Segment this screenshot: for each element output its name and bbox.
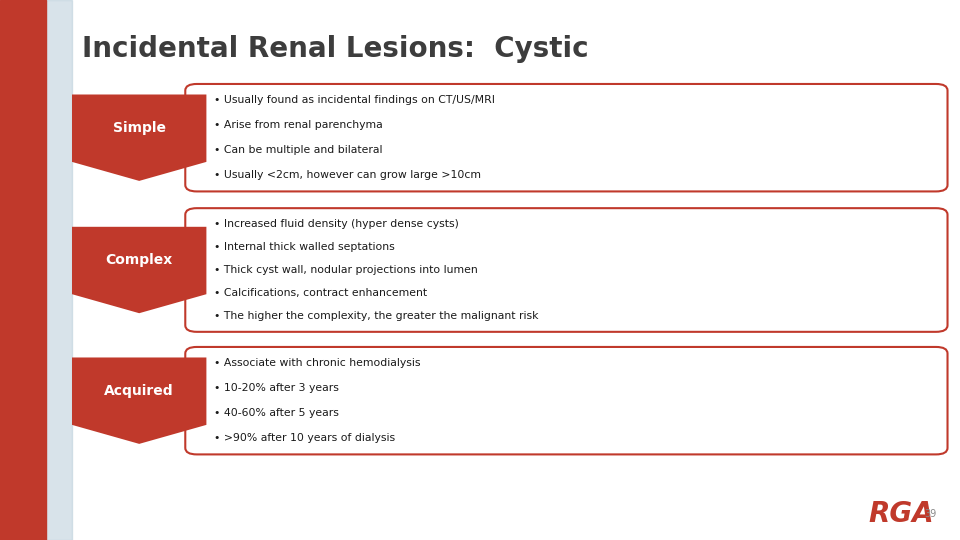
Text: • Usually <2cm, however can grow large >10cm: • Usually <2cm, however can grow large >…	[214, 170, 481, 180]
Text: • Associate with chronic hemodialysis: • Associate with chronic hemodialysis	[214, 358, 420, 368]
Text: • Can be multiple and bilateral: • Can be multiple and bilateral	[214, 145, 383, 155]
Text: Complex: Complex	[106, 253, 173, 267]
Polygon shape	[72, 94, 206, 181]
Text: • Thick cyst wall, nodular projections into lumen: • Thick cyst wall, nodular projections i…	[214, 265, 478, 275]
FancyBboxPatch shape	[185, 208, 948, 332]
Text: • The higher the complexity, the greater the malignant risk: • The higher the complexity, the greater…	[214, 310, 539, 321]
FancyBboxPatch shape	[185, 347, 948, 455]
Polygon shape	[72, 357, 206, 444]
Text: Incidental Renal Lesions:  Cystic: Incidental Renal Lesions: Cystic	[82, 35, 588, 63]
Text: Acquired: Acquired	[105, 384, 174, 398]
Text: • Internal thick walled septations: • Internal thick walled septations	[214, 242, 395, 252]
Text: • 10-20% after 3 years: • 10-20% after 3 years	[214, 383, 339, 393]
Text: 39: 39	[924, 509, 937, 519]
Polygon shape	[72, 227, 206, 313]
Text: • Calcifications, contract enhancement: • Calcifications, contract enhancement	[214, 288, 427, 298]
Text: • Increased fluid density (hyper dense cysts): • Increased fluid density (hyper dense c…	[214, 219, 459, 230]
Bar	[0, 0, 72, 540]
Text: • Usually found as incidental findings on CT/US/MRI: • Usually found as incidental findings o…	[214, 95, 495, 105]
Text: • 40-60% after 5 years: • 40-60% after 5 years	[214, 408, 339, 418]
Text: • >90% after 10 years of dialysis: • >90% after 10 years of dialysis	[214, 433, 396, 443]
Text: Simple: Simple	[112, 121, 166, 135]
Text: • Arise from renal parenchyma: • Arise from renal parenchyma	[214, 120, 383, 130]
Text: RGA: RGA	[869, 500, 934, 528]
Bar	[0, 0, 46, 540]
FancyBboxPatch shape	[185, 84, 948, 192]
